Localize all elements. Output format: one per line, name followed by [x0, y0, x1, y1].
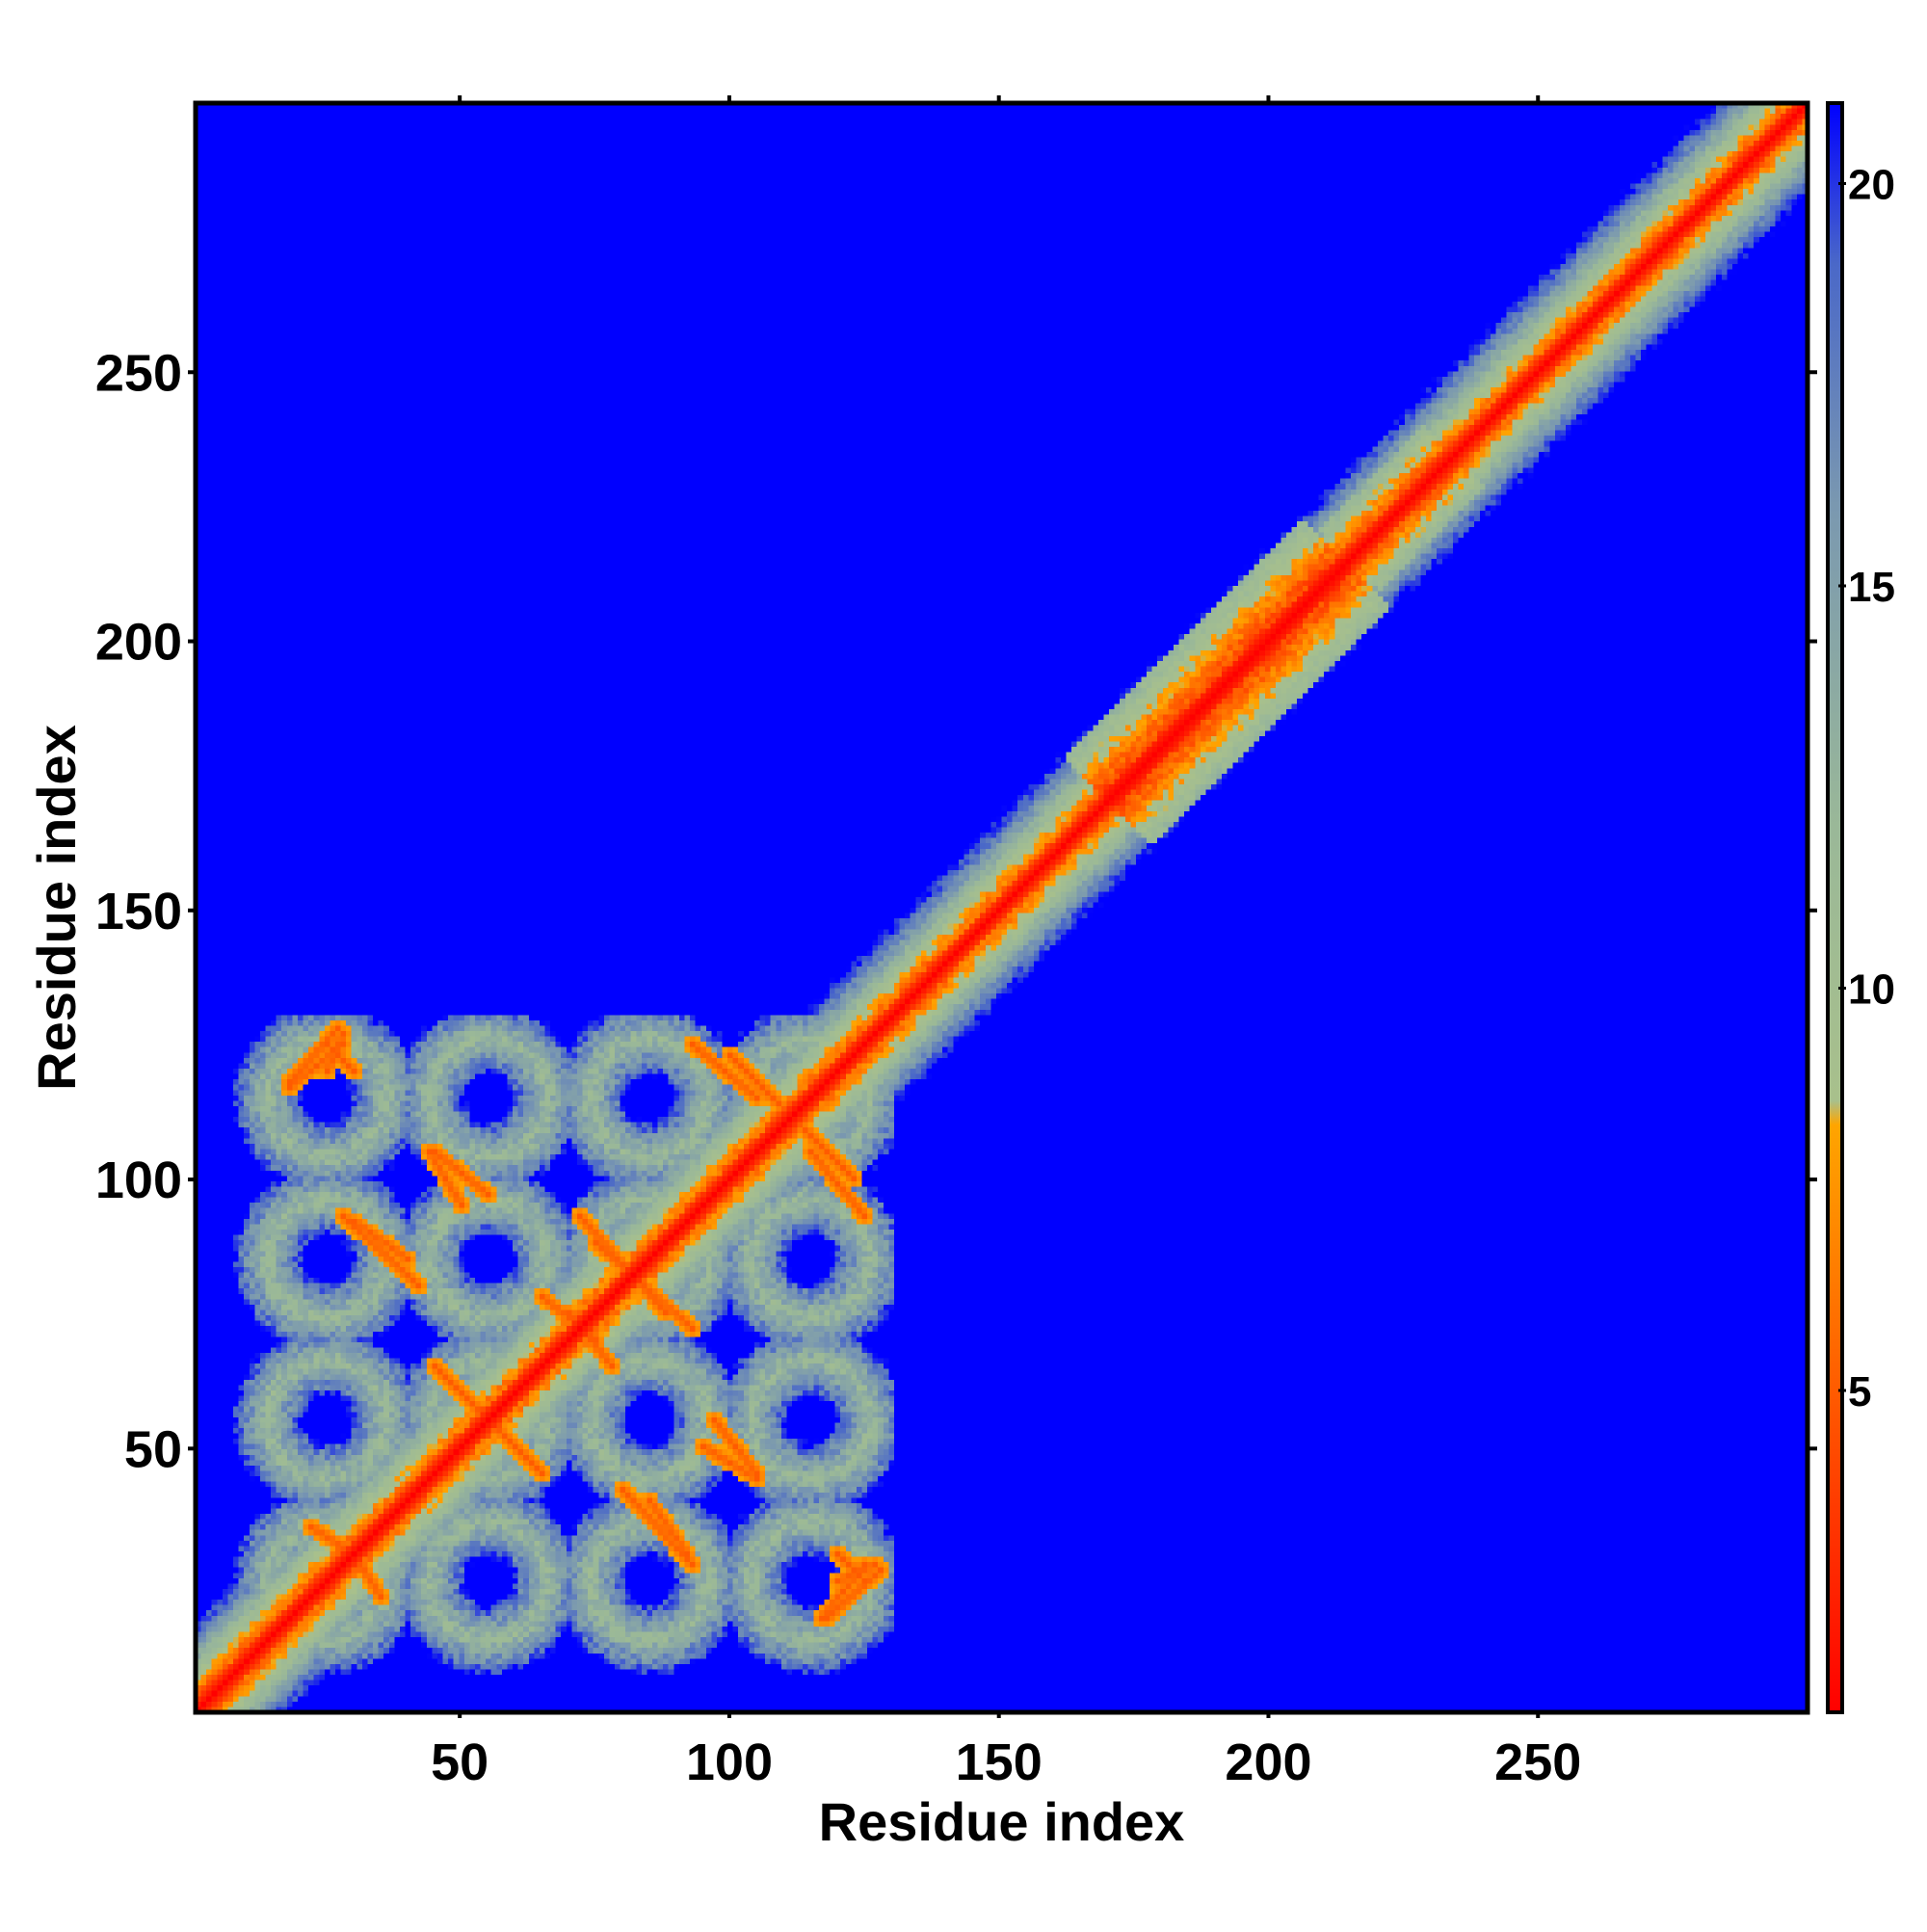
- colorbar: 5 10 15 20: [1826, 101, 1895, 1714]
- colorbar-ticks: 5 10 15 20: [1838, 162, 1895, 1416]
- plot-area: [193, 100, 1810, 1715]
- x-tick-label: 150: [956, 1734, 1043, 1791]
- colorbar-tick-label: 15: [1848, 564, 1895, 611]
- colorbar-bar: [1826, 101, 1844, 1714]
- colorbar-tick-label: 5: [1848, 1368, 1871, 1416]
- x-axis: 50 100 150 200 250: [431, 1712, 1581, 1791]
- plot-frame: [193, 100, 1810, 1715]
- y-tick-label: 50: [124, 1420, 182, 1478]
- colorbar-tick-label: 10: [1848, 966, 1895, 1014]
- y-axis: 50 100 150 200 250: [95, 344, 196, 1478]
- colorbar-tick-label: 20: [1848, 162, 1895, 209]
- x-tick-label: 250: [1494, 1734, 1581, 1791]
- x-axis-title: Residue index: [819, 1791, 1185, 1852]
- x-tick-label: 50: [431, 1734, 488, 1791]
- x-tick-label: 100: [686, 1734, 773, 1791]
- y-tick-label: 200: [95, 614, 182, 672]
- heatmap-image: [196, 103, 1808, 1712]
- y-tick-label: 150: [95, 883, 182, 940]
- y-axis-title: Residue index: [26, 725, 87, 1091]
- y-tick-label: 100: [95, 1151, 182, 1209]
- right-axis-ticks: [1809, 370, 1817, 1451]
- x-tick-label: 200: [1225, 1734, 1311, 1791]
- top-axis-ticks: [458, 95, 1541, 103]
- y-tick-label: 250: [95, 344, 182, 402]
